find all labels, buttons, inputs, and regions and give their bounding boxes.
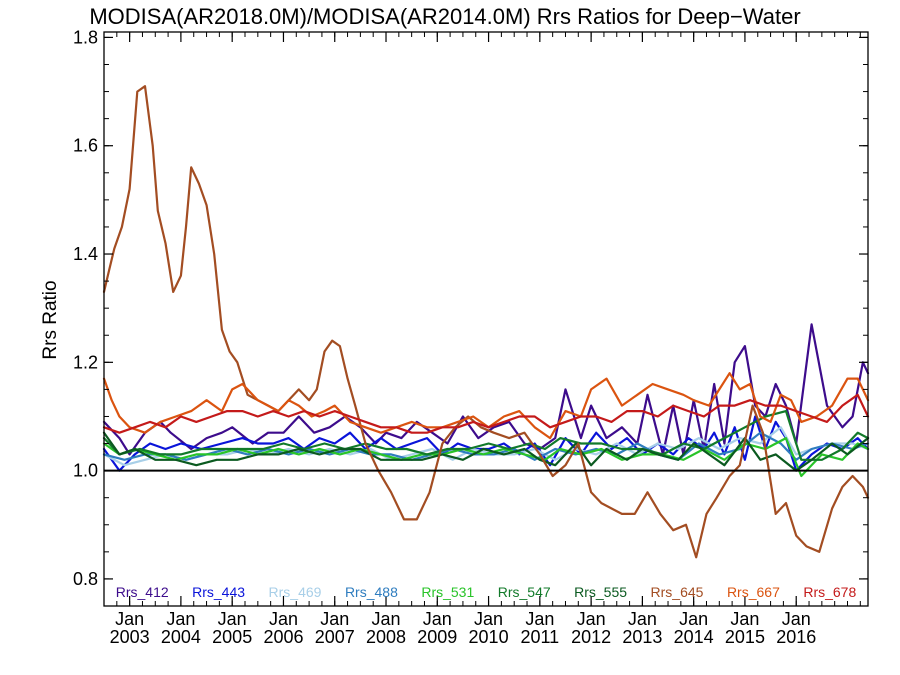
x-tick-year: 2005 <box>212 627 252 647</box>
x-tick-year: 2011 <box>520 627 559 647</box>
series-line-rrs_443 <box>102 415 870 472</box>
x-tick-month: Jan <box>218 609 247 629</box>
legend-entry-rrs_469: Rrs_469 <box>269 584 322 600</box>
x-tick-year: 2013 <box>622 627 662 647</box>
x-tick-year: 2007 <box>315 627 355 647</box>
y-tick-label: 1.6 <box>73 136 98 156</box>
x-tick-year: 2009 <box>417 627 457 647</box>
legend-entry-rrs_547: Rrs_547 <box>498 584 551 600</box>
legend-entry-rrs_412: Rrs_412 <box>116 584 169 600</box>
y-tick-label: 1.2 <box>73 352 98 372</box>
x-tick-year: 2004 <box>161 627 201 647</box>
x-tick-year: 2014 <box>674 627 714 647</box>
x-tick-month: Jan <box>320 609 349 629</box>
legend-entry-rrs_531: Rrs_531 <box>421 584 474 600</box>
x-tick-month: Jan <box>269 609 298 629</box>
y-axis-label: Rrs Ratio <box>40 280 61 359</box>
legend-entry-rrs_488: Rrs_488 <box>345 584 398 600</box>
legend-entry-rrs_443: Rrs_443 <box>192 584 245 600</box>
x-tick-month: Jan <box>577 609 606 629</box>
legend-entry-rrs_645: Rrs_645 <box>651 584 704 600</box>
chart-title: MODISA(AR2018.0M)/MODISA(AR2014.0M) Rrs … <box>89 4 800 29</box>
y-tick-label: 0.8 <box>73 569 98 589</box>
legend-entry-rrs_667: Rrs_667 <box>727 584 780 600</box>
x-tick-year: 2003 <box>110 627 150 647</box>
x-tick-month: Jan <box>679 609 708 629</box>
series-line-rrs_678 <box>102 393 870 434</box>
series-line-rrs_555 <box>102 431 870 472</box>
x-tick-month: Jan <box>782 609 811 629</box>
x-tick-month: Jan <box>166 609 195 629</box>
legend-entry-rrs_555: Rrs_555 <box>574 584 627 600</box>
y-tick-label: 1.8 <box>73 27 98 47</box>
x-tick-month: Jan <box>371 609 400 629</box>
x-tick-year: 2008 <box>366 627 406 647</box>
x-tick-month: Jan <box>730 609 759 629</box>
x-tick-month: Jan <box>525 609 554 629</box>
x-tick-month: Jan <box>115 609 144 629</box>
y-tick-label: 1.0 <box>73 461 98 481</box>
x-tick-year: 2012 <box>571 627 611 647</box>
x-tick-month: Jan <box>423 609 452 629</box>
y-tick-label: 1.4 <box>73 244 98 264</box>
series-line-rrs_412 <box>102 323 870 456</box>
series-layer <box>102 85 870 559</box>
legend-entry-rrs_678: Rrs_678 <box>803 584 856 600</box>
legend: Rrs_412 Rrs_443 Rrs_469 Rrs_488 Rrs_531 Rrs_5… <box>116 584 857 600</box>
x-tick-year: 2016 <box>776 627 816 647</box>
series-line-rrs_547 <box>102 410 870 461</box>
series-line-rrs_645 <box>102 85 870 559</box>
x-tick-month: Jan <box>628 609 657 629</box>
x-tick-year: 2006 <box>263 627 303 647</box>
x-tick-year: 2010 <box>469 627 509 647</box>
plot-frame <box>103 31 869 607</box>
tick-layer: 0.81.01.21.41.61.8Jan2003Jan2004Jan2005J… <box>73 27 868 647</box>
x-tick-month: Jan <box>474 609 503 629</box>
x-tick-year: 2015 <box>725 627 765 647</box>
